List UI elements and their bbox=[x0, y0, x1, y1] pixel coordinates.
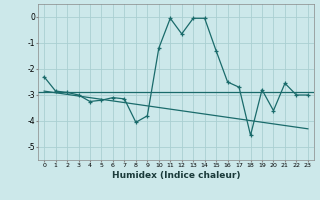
X-axis label: Humidex (Indice chaleur): Humidex (Indice chaleur) bbox=[112, 171, 240, 180]
